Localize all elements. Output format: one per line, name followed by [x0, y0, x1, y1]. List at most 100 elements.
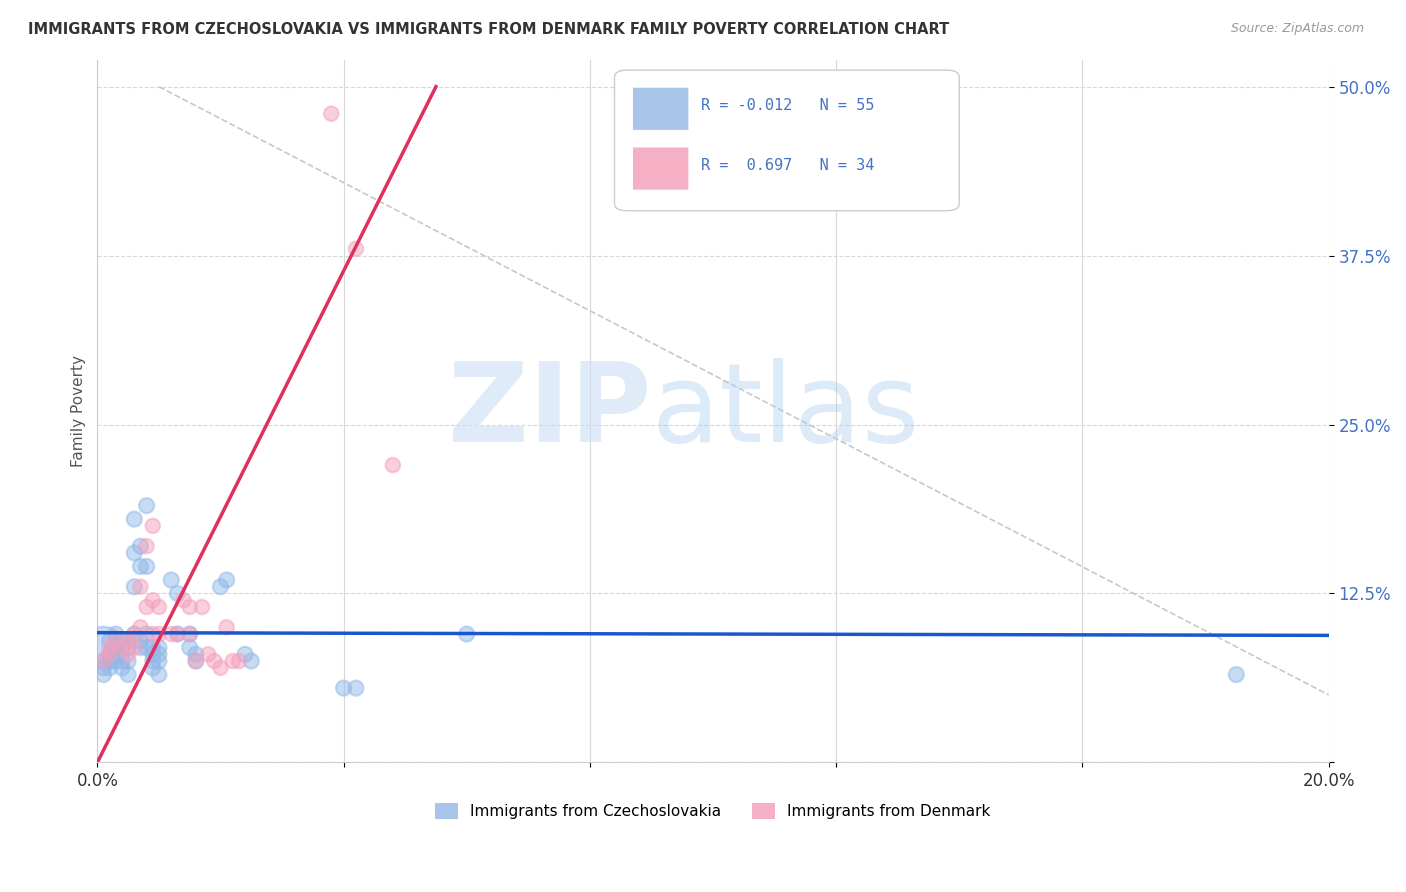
Point [160, 573, 183, 587]
Point [135, 640, 157, 655]
Point [124, 640, 146, 655]
Point [142, 661, 165, 675]
Point [129, 559, 152, 574]
Point [111, 661, 134, 675]
Point [124, 580, 146, 594]
Point [184, 654, 207, 668]
Point [344, 242, 367, 256]
Point [148, 648, 170, 662]
Point [129, 640, 152, 655]
Point [93, 667, 115, 681]
Point [117, 654, 139, 668]
Point [98, 661, 121, 675]
Point [111, 640, 134, 655]
Legend: Immigrants from Czechoslovakia, Immigrants from Denmark: Immigrants from Czechoslovakia, Immigran… [429, 797, 997, 825]
Point [104, 627, 127, 641]
Point [332, 681, 354, 695]
Point [93, 661, 115, 675]
Point [104, 654, 127, 668]
Point [117, 667, 139, 681]
Point [166, 627, 188, 641]
Text: atlas: atlas [651, 358, 920, 465]
Text: ZIP: ZIP [449, 358, 651, 465]
Point [173, 593, 195, 607]
Point [129, 620, 152, 634]
Point [209, 661, 232, 675]
Text: Source: ZipAtlas.com: Source: ZipAtlas.com [1230, 22, 1364, 36]
Point [179, 627, 201, 641]
Point [197, 648, 219, 662]
Point [222, 654, 245, 668]
Text: IMMIGRANTS FROM CZECHOSLOVAKIA VS IMMIGRANTS FROM DENMARK FAMILY POVERTY CORRELA: IMMIGRANTS FROM CZECHOSLOVAKIA VS IMMIGR… [28, 22, 949, 37]
Point [124, 627, 146, 641]
Point [148, 599, 170, 614]
FancyBboxPatch shape [614, 70, 959, 211]
Point [191, 599, 214, 614]
Point [98, 640, 121, 655]
Point [142, 593, 165, 607]
Point [104, 640, 127, 655]
Point [111, 640, 134, 655]
Point [93, 654, 115, 668]
Point [117, 648, 139, 662]
Point [179, 627, 201, 641]
Point [142, 648, 165, 662]
Point [98, 633, 121, 648]
Point [111, 633, 134, 648]
Point [117, 633, 139, 648]
Point [148, 667, 170, 681]
FancyBboxPatch shape [633, 147, 689, 190]
Point [166, 586, 188, 600]
Point [160, 627, 183, 641]
Point [142, 654, 165, 668]
Point [98, 648, 121, 662]
Point [184, 654, 207, 668]
Point [129, 580, 152, 594]
Point [233, 648, 256, 662]
Point [179, 599, 201, 614]
Point [117, 640, 139, 655]
Point [148, 627, 170, 641]
Point [1225, 667, 1247, 681]
Point [148, 640, 170, 655]
Point [129, 633, 152, 648]
Point [240, 654, 263, 668]
Point [179, 640, 201, 655]
Point [215, 620, 238, 634]
Text: R =  0.697   N = 34: R = 0.697 N = 34 [700, 158, 875, 172]
Point [124, 512, 146, 526]
Point [135, 539, 157, 553]
Point [142, 640, 165, 655]
Point [148, 654, 170, 668]
Point [135, 599, 157, 614]
Point [228, 654, 250, 668]
Point [124, 627, 146, 641]
FancyBboxPatch shape [633, 87, 689, 130]
Point [215, 573, 238, 587]
Point [321, 106, 343, 120]
Y-axis label: Family Poverty: Family Poverty [72, 355, 86, 467]
Point [344, 681, 367, 695]
Point [104, 633, 127, 648]
Text: R = -0.012   N = 55: R = -0.012 N = 55 [700, 98, 875, 112]
Point [111, 654, 134, 668]
Point [142, 627, 165, 641]
Point [93, 640, 115, 655]
Point [209, 580, 232, 594]
Point [381, 458, 404, 472]
Point [135, 559, 157, 574]
Point [93, 654, 115, 668]
Point [142, 519, 165, 533]
Point [184, 648, 207, 662]
Point [129, 539, 152, 553]
Point [166, 627, 188, 641]
Point [104, 648, 127, 662]
Point [135, 627, 157, 641]
Point [456, 627, 478, 641]
Point [98, 648, 121, 662]
Point [202, 654, 225, 668]
Point [135, 499, 157, 513]
Point [124, 546, 146, 560]
Point [117, 633, 139, 648]
Point [98, 654, 121, 668]
